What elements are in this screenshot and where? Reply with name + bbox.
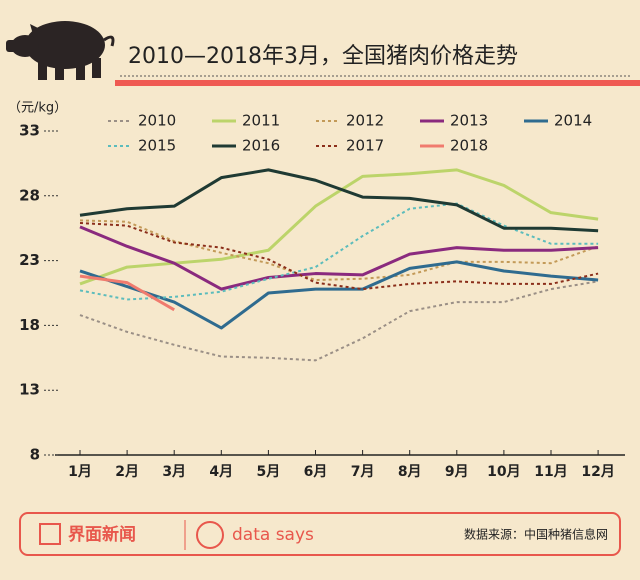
series-line — [79, 225, 599, 291]
x-tick-label: 8月 — [398, 464, 422, 480]
series-line — [79, 168, 599, 286]
legend-label: 2014 — [554, 112, 592, 130]
legend-label: 2013 — [450, 112, 488, 130]
series-line — [79, 260, 599, 330]
x-tick-label: 5月 — [257, 464, 281, 480]
brand: 界面新闻 — [68, 524, 136, 545]
title-bar — [115, 80, 640, 86]
legend-label: 2016 — [242, 137, 280, 155]
legend-label: 2018 — [450, 137, 488, 155]
legend-label: 2010 — [138, 112, 176, 130]
x-tick-label: 11月 — [534, 464, 567, 480]
legend-label: 2015 — [138, 137, 176, 155]
x-tick-label: 9月 — [445, 464, 469, 480]
series-line — [79, 274, 175, 312]
footer-frame — [19, 512, 621, 556]
series-line — [79, 168, 599, 233]
tagline: data says — [232, 525, 314, 545]
legend-label: 2017 — [346, 137, 384, 155]
x-tick-label: 4月 — [209, 464, 233, 480]
x-tick-label: 12月 — [581, 464, 614, 480]
x-tick-label: 1月 — [68, 464, 92, 480]
legend-label: 2011 — [242, 112, 280, 130]
pig-icon — [6, 21, 115, 80]
tagline-icon — [196, 521, 224, 549]
y-tick-label: 28 — [19, 186, 40, 204]
y-axis-label: （元/kg） — [8, 101, 67, 116]
footer: 界面新闻 data says 数据来源：中国种猪信息网 — [19, 512, 621, 556]
legend-label: 2012 — [346, 112, 384, 130]
chart-title: 2010—2018年3月，全国猪肉价格走势 — [128, 44, 518, 69]
x-tick-label: 3月 — [162, 464, 186, 480]
brand-icon — [39, 523, 61, 545]
x-tick-label: 10月 — [487, 464, 520, 480]
y-tick-label: 13 — [19, 381, 40, 399]
series-line — [79, 280, 599, 362]
y-tick-label: 8 — [30, 446, 40, 464]
source: 数据来源：中国种猪信息网 — [464, 527, 608, 542]
y-tick-label: 23 — [19, 251, 40, 269]
x-tick-label: 7月 — [351, 464, 375, 480]
x-tick-label: 6月 — [304, 464, 328, 480]
y-tick-label: 18 — [19, 316, 40, 334]
y-tick-label: 33 — [19, 122, 40, 140]
x-tick-label: 2月 — [115, 464, 139, 480]
